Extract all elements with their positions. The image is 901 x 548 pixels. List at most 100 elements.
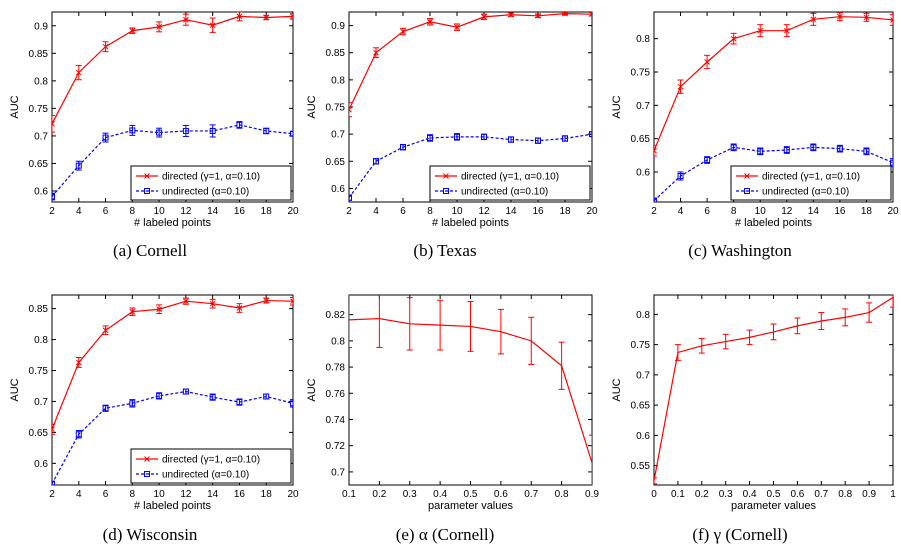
data-point (349, 194, 352, 201)
data-point (654, 197, 657, 202)
x-tick-label: 8 (731, 206, 737, 217)
x-tick-label: 14 (505, 206, 517, 217)
x-tick-label: 0.3 (719, 489, 733, 500)
x-tick-label: 10 (154, 489, 166, 500)
data-point (129, 308, 136, 315)
data-point (182, 127, 189, 134)
data-point (783, 27, 790, 34)
plot-area (349, 295, 592, 485)
x-tick-label: 0.8 (555, 489, 569, 500)
data-point (263, 297, 270, 304)
data-point (183, 298, 189, 305)
series-line-1 (654, 296, 893, 481)
legend: directed (γ=1, α=0.10) undirected (α=0.10… (429, 165, 591, 201)
x-tick-label: 16 (234, 206, 246, 217)
data-point (508, 12, 514, 18)
data-point (654, 147, 657, 154)
data-point (156, 129, 163, 136)
x-tick-label: 10 (755, 206, 767, 217)
x-tick-label: 10 (154, 206, 166, 217)
y-tick-label: 0.6 (331, 184, 345, 195)
y-tick-label: 0.8 (331, 75, 345, 86)
data-point (427, 134, 433, 141)
data-point (427, 18, 433, 25)
chart-panel-3: 2 4 6 8 10 12 14 16 18 20 0.6 0.65 0.7 0.75 0.8 # label… (611, 11, 899, 260)
data-point (677, 83, 684, 90)
x-axis-label: # labeled points (735, 217, 813, 229)
x-tick-label: 4 (373, 206, 379, 217)
data-point (730, 144, 737, 151)
data-point (263, 393, 270, 400)
subfigure-caption: (b) Texas (413, 241, 476, 260)
data-point (183, 16, 189, 23)
x-axis-label: # labeled points (134, 217, 212, 229)
x-tick-label: 2 (651, 206, 657, 217)
plot-area (52, 12, 293, 201)
data-point (263, 127, 270, 134)
data-point (236, 305, 243, 311)
x-tick-label: 6 (400, 206, 406, 217)
y-axis-label: AUC (9, 95, 21, 118)
y-tick-label: 0.7 (34, 397, 48, 408)
chart-panel-5: 0.1 0.2 0.3 0.4 0.5 0.6 0.7 0.8 0.9 0.7 0.72 0.74 0.… (306, 294, 599, 544)
y-tick-label: 0.7 (636, 370, 650, 381)
data-point (102, 327, 109, 334)
data-point (562, 135, 568, 142)
x-tick-label: 0.7 (524, 489, 538, 500)
x-tick-label: 18 (261, 489, 273, 500)
y-axis-label: AUC (306, 378, 318, 401)
y-tick-label: 0.8 (34, 76, 48, 87)
data-point (236, 121, 243, 128)
x-tick-label: 0.9 (862, 489, 876, 500)
x-tick-label: 0.5 (464, 489, 478, 500)
x-tick-label: 0.8 (838, 489, 852, 500)
data-point (209, 300, 216, 307)
chart-panel-1: 2 4 6 8 10 12 14 16 18 20 0.6 0.65 0.7 0.75 0.8 0.85 0.9… (9, 11, 299, 260)
series-line-2 (52, 124, 293, 197)
y-tick-label: 0.85 (29, 49, 49, 60)
data-point (508, 136, 514, 143)
x-tick-label: 18 (261, 206, 273, 217)
x-tick-label: 12 (180, 489, 192, 500)
y-tick-label: 0.6 (34, 186, 48, 197)
series-line-1 (52, 299, 293, 430)
chart-panel-6: 0 0.1 0.2 0.3 0.4 0.5 0.6 0.7 0.8 0.9 1 0.55 0.6 0.65… (611, 294, 896, 544)
subfigure-caption: (e) α (Cornell) (396, 525, 495, 544)
x-tick-label: 16 (834, 206, 846, 217)
y-tick-label: 0.74 (326, 415, 346, 426)
x-tick-label: 4 (76, 489, 82, 500)
data-point (263, 14, 270, 21)
data-point (156, 306, 162, 313)
x-tick-label: 12 (781, 206, 793, 217)
legend-entry: undirected (α=0.10) (162, 187, 249, 198)
series-line-1 (654, 16, 893, 151)
y-tick-label: 0.75 (29, 104, 49, 115)
data-point (757, 27, 764, 34)
legend-entry: directed (γ=1, α=0.10) (162, 455, 260, 466)
data-point (129, 27, 136, 34)
x-tick-label: 16 (234, 489, 246, 500)
data-point (890, 17, 893, 23)
x-tick-label: 20 (887, 206, 899, 217)
subfigure-caption: (f) γ (Cornell) (692, 525, 787, 544)
x-axis-label: # labeled points (134, 500, 212, 512)
x-tick-label: 20 (586, 206, 598, 217)
data-point (863, 14, 870, 21)
data-point (704, 59, 710, 65)
data-point (373, 158, 379, 165)
x-tick-label: 0.2 (695, 489, 709, 500)
x-tick-label: 18 (861, 206, 873, 217)
y-axis-label: AUC (611, 378, 623, 401)
data-point (102, 43, 109, 50)
x-tick-label: 2 (49, 489, 55, 500)
data-point (400, 28, 406, 35)
x-tick-label: 6 (704, 206, 710, 217)
x-tick-label: 10 (451, 206, 463, 217)
x-axis-label: parameter values (428, 500, 513, 512)
data-point (236, 13, 243, 20)
data-point (836, 145, 843, 152)
x-tick-label: 0.1 (342, 489, 356, 500)
data-point (890, 159, 893, 166)
x-tick-label: 0.9 (585, 489, 599, 500)
